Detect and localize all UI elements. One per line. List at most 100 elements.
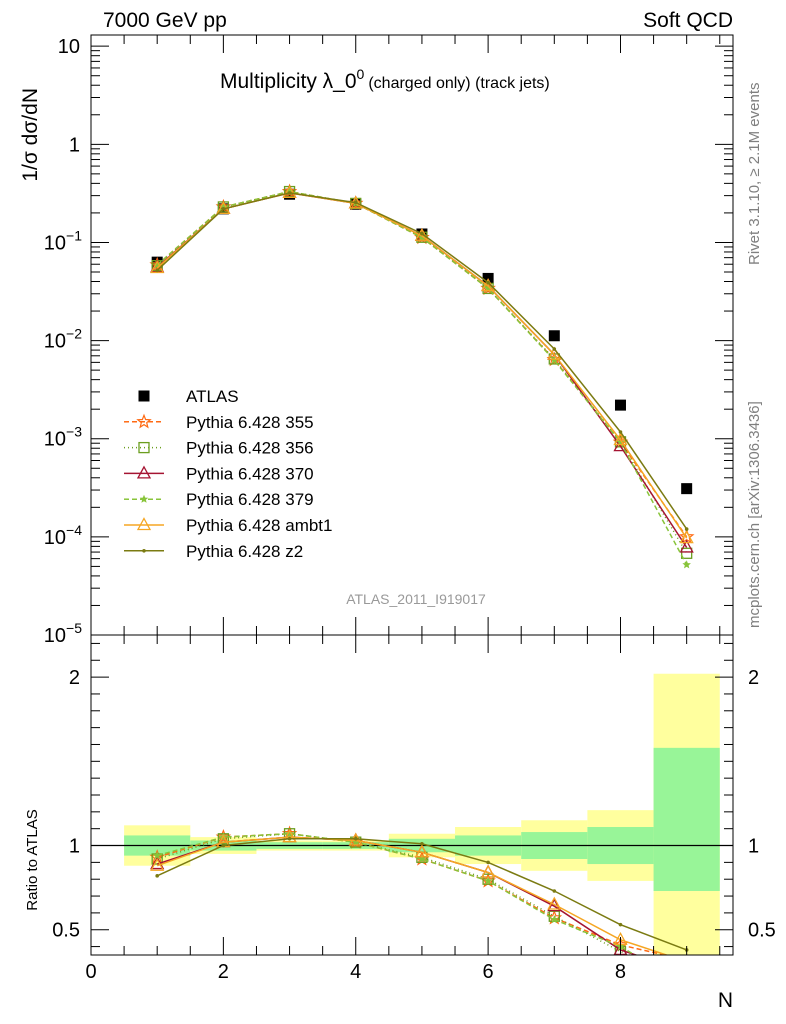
x-tick-label: 8	[615, 961, 626, 983]
x-tick-label: 2	[218, 961, 229, 983]
ratio-point-ambt1	[547, 896, 562, 910]
collision-label: 7000 GeV pp	[103, 9, 227, 32]
data-point-z2	[353, 200, 358, 205]
legend-marker	[142, 549, 146, 553]
ratio-point-ambt1	[414, 844, 430, 858]
legend-marker	[136, 413, 152, 429]
legend-marker	[136, 465, 152, 479]
x-tick-label: 4	[350, 961, 361, 983]
uncertainty-band-inner	[653, 747, 720, 891]
legend-entry-ATLAS: ATLAS	[138, 387, 239, 406]
legend-entry-ambt1: Pythia 6.428 ambt1	[124, 516, 332, 535]
data-point-379	[219, 202, 228, 211]
data-point-ATLAS	[548, 330, 560, 342]
ratio-y-tick-label: 2	[69, 667, 80, 689]
legend-entry-370: Pythia 6.428 370	[124, 464, 314, 483]
ratio-y-tick-label: 0.5	[52, 920, 80, 942]
legend-entry-356: Pythia 6.428 356	[124, 439, 314, 458]
legend-entry-z2: Pythia 6.428 z2	[124, 542, 303, 561]
ratio-point-370	[547, 898, 562, 912]
ratio-point-z2	[155, 874, 159, 878]
legend-marker	[136, 517, 152, 531]
data-point-z2	[552, 347, 557, 351]
legend-entry-355: Pythia 6.428 355	[124, 413, 314, 432]
ratio-point-z2	[486, 860, 490, 865]
ratio-point-ambt1	[282, 829, 297, 843]
data-point-ATLAS	[614, 399, 626, 411]
ratio-axis-label: Ratio to ATLAS	[24, 809, 41, 910]
x-tick-label: 6	[483, 961, 494, 983]
ratio-point-ambt1	[481, 864, 496, 878]
rivet-version-label: Rivet 3.1.10, ≥ 2.1M events	[746, 83, 763, 266]
data-point-379	[616, 437, 625, 446]
ratio-point-z2	[221, 843, 226, 848]
legend-label: Pythia 6.428 z2	[186, 542, 303, 561]
legend-entry-379: Pythia 6.428 379	[124, 490, 314, 509]
ratio-series-ambt1	[150, 829, 669, 955]
analysis-id-label: ATLAS_2011_I919017	[346, 591, 486, 607]
data-point-ambt1	[679, 530, 694, 544]
data-point-ATLAS	[681, 483, 693, 495]
data-point-z2	[486, 280, 490, 285]
ratio-point-z2	[552, 889, 557, 893]
legend-label: Pythia 6.428 379	[186, 490, 314, 509]
y-tick-label: 10	[58, 36, 80, 58]
ratio-panel: 0.5 0.5 1 1 2 2 0 2 4 6 8	[52, 634, 776, 983]
y-tick-label: 10−5	[44, 620, 82, 647]
ratio-point-z2	[287, 836, 292, 841]
x-axis-label: N	[718, 989, 733, 1012]
ratio-point-379	[152, 851, 162, 860]
category-label: Soft QCD	[643, 9, 733, 32]
ratio-point-379	[417, 854, 427, 863]
ratio-point-379	[550, 915, 559, 924]
y-tick-label: 10−1	[44, 227, 82, 254]
series-line-355	[156, 190, 688, 538]
main-panel: 10 1 10−1 10−2 10−3 10−4 10−5	[44, 34, 734, 647]
ratio-point-370	[150, 856, 165, 870]
legend-marker	[139, 494, 149, 503]
ratio-y-tick-label-right: 2	[748, 667, 759, 689]
data-point-z2	[155, 268, 159, 273]
y-tick-label: 10−2	[44, 326, 82, 353]
data-point-z2	[420, 231, 424, 236]
data-point-z2	[287, 191, 292, 195]
ratio-line-379	[156, 832, 637, 955]
series-line-ambt1	[156, 192, 688, 539]
ratio-y-tick-label: 1	[69, 836, 80, 858]
y-tick-label: 10−3	[44, 424, 82, 451]
ratio-y-tick-label-right: 1	[748, 836, 759, 858]
ratio-point-z2	[420, 842, 424, 846]
legend-label: Pythia 6.428 370	[186, 464, 314, 483]
main-title: Multiplicity λ_00(charged only) (track j…	[220, 66, 550, 93]
legend: ATLAS Pythia 6.428 355 Pythia 6.428 356 Pyt…	[124, 387, 332, 561]
data-point-ambt1	[613, 432, 628, 446]
data-point-ambt1	[414, 227, 430, 241]
y-tick-label: 10−4	[44, 522, 82, 549]
legend-marker	[138, 441, 150, 454]
data-point-356	[681, 547, 693, 559]
ratio-line-ambt1	[156, 836, 669, 955]
data-point-379	[417, 233, 427, 242]
data-point-ambt1	[282, 185, 297, 199]
ratio-point-356	[482, 873, 494, 885]
y-tick-label: 1	[69, 134, 80, 156]
ratio-point-z2	[353, 836, 358, 841]
legend-label: Pythia 6.428 355	[186, 413, 314, 432]
mcplots-reference-label: mcplots.cern.ch [arXiv:1306.3436]	[746, 401, 763, 628]
y-axis-label: 1/σ dσ/dN	[19, 88, 42, 182]
data-point-z2	[221, 207, 226, 211]
legend-label: Pythia 6.428 356	[186, 439, 314, 458]
series-379	[152, 187, 691, 569]
ratio-y-tick-label-right: 0.5	[748, 920, 776, 942]
legend-label: Pythia 6.428 ambt1	[186, 516, 332, 535]
data-point-370	[679, 539, 694, 553]
data-point-z2	[618, 430, 623, 434]
ratio-point-379	[351, 837, 360, 846]
ratio-frame	[90, 634, 734, 956]
legend-marker	[138, 390, 150, 402]
ratio-point-ambt1	[150, 857, 165, 871]
ratio-point-z2	[618, 922, 623, 927]
data-point-379	[550, 355, 559, 364]
series-z2	[155, 191, 689, 531]
